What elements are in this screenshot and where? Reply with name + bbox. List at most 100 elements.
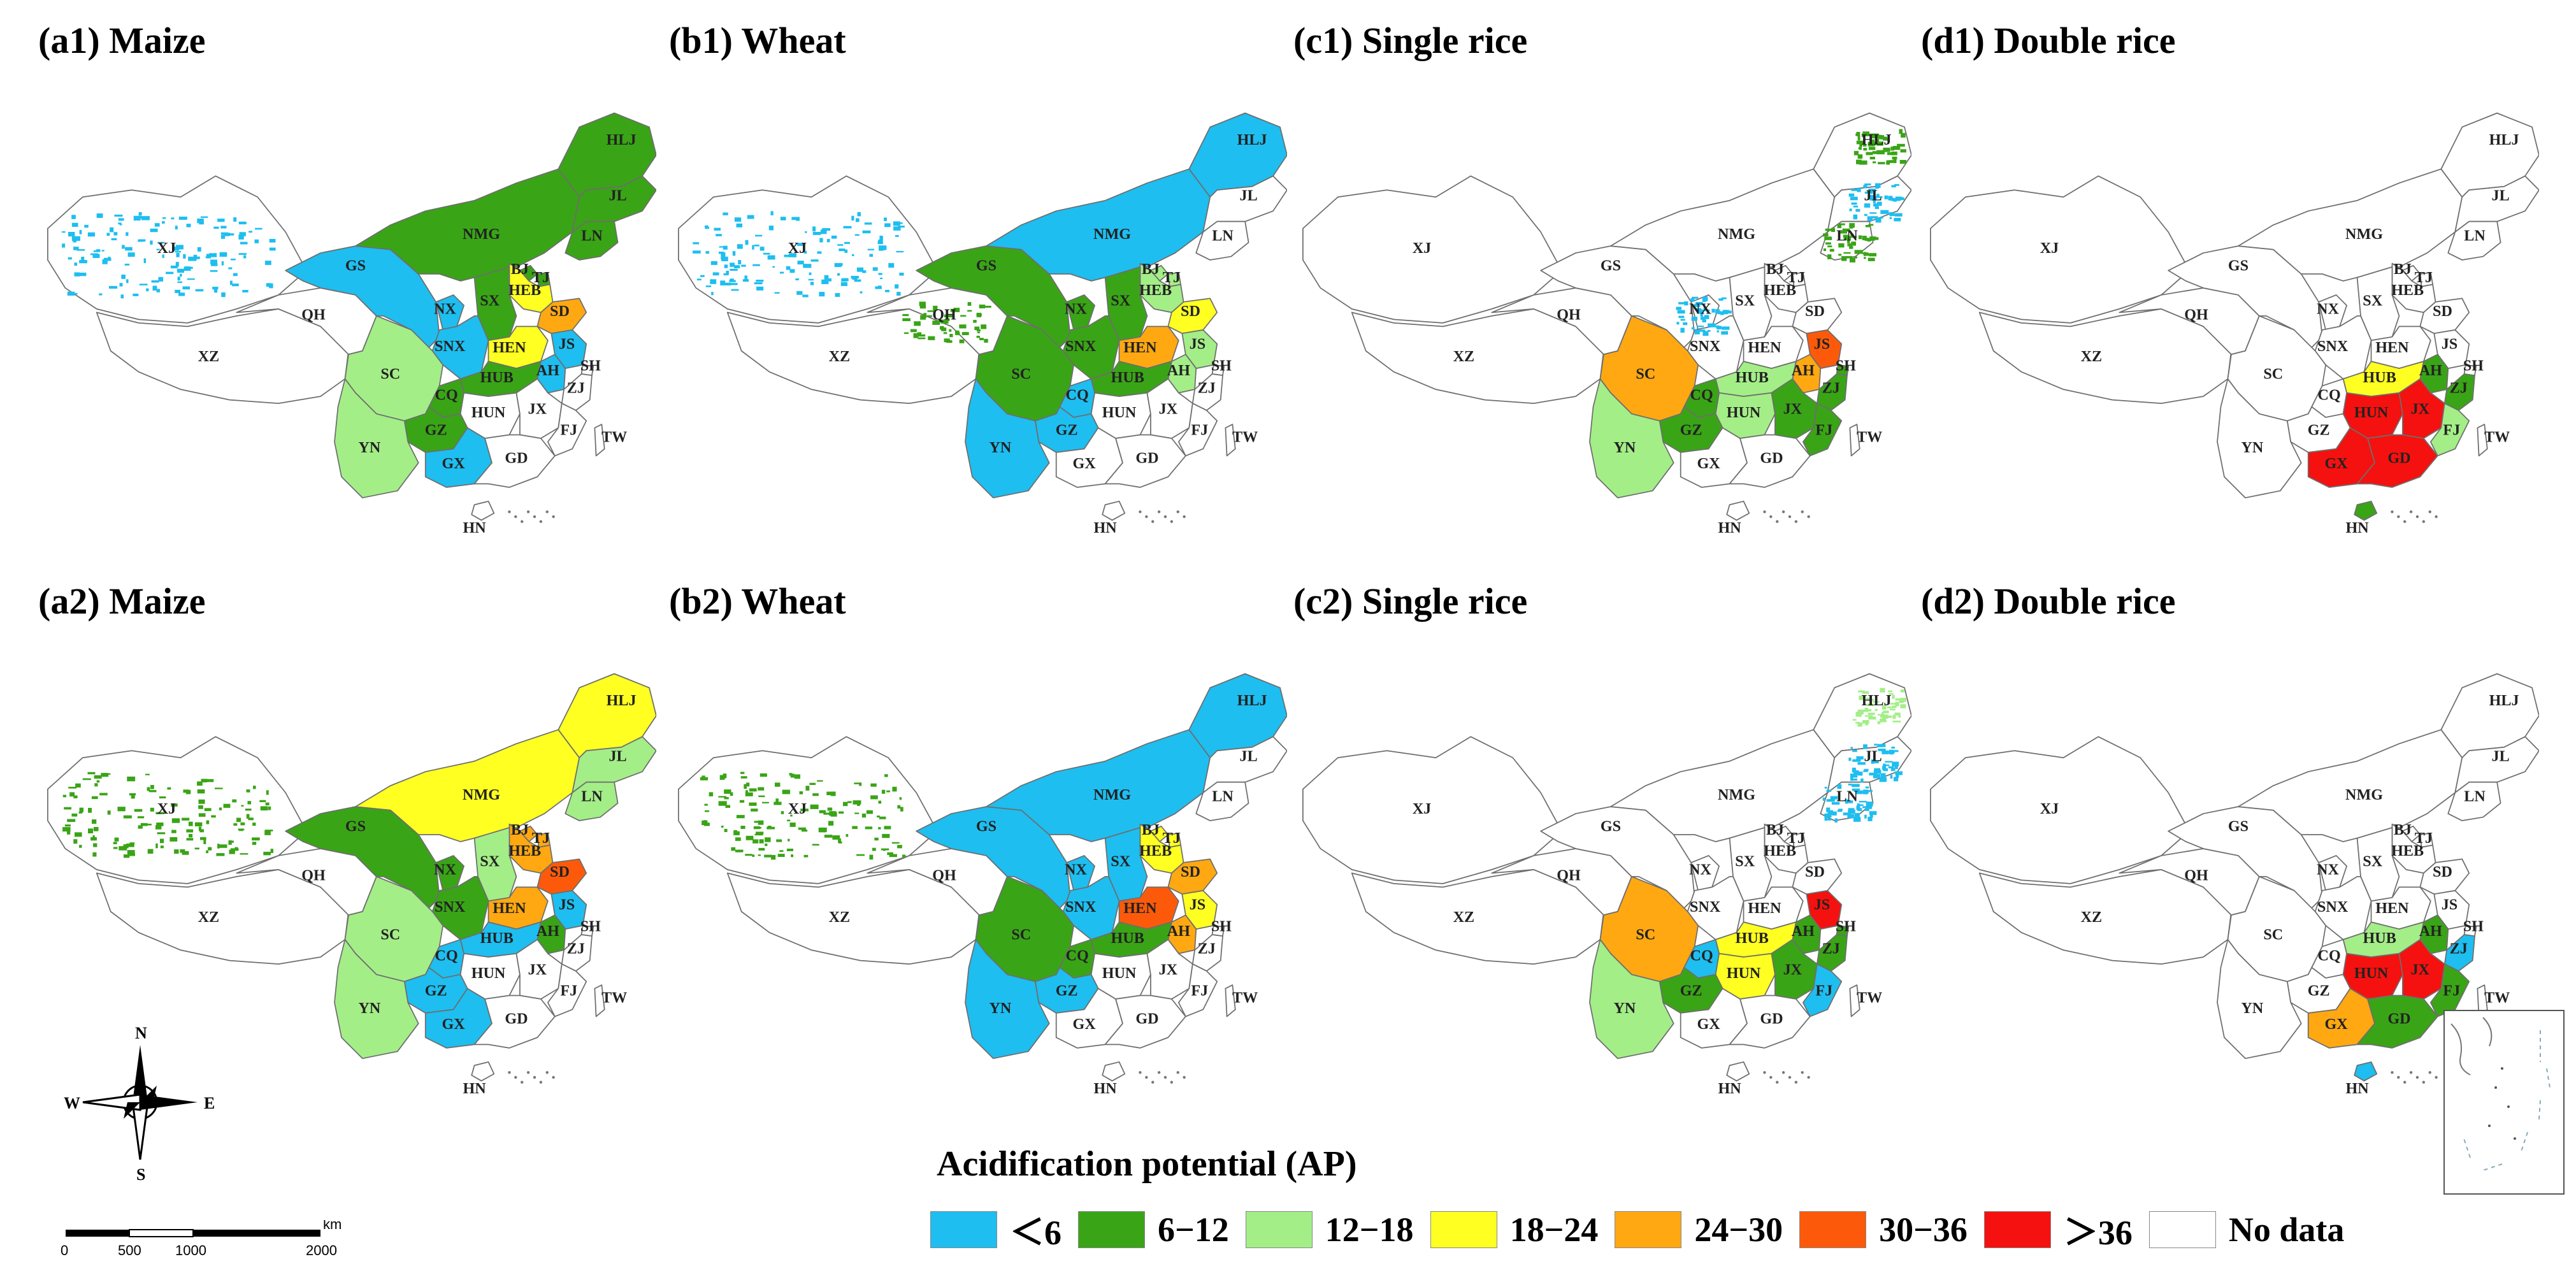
province-fj [2429, 403, 2470, 457]
province-label-sc: SC [380, 366, 400, 383]
province-label-nx: NX [434, 861, 456, 879]
province-label-hub: HUB [1111, 369, 1144, 386]
province-label-fj: FJ [560, 422, 577, 439]
province-label-hun: HUN [1727, 404, 1761, 421]
province-label-gs: GS [345, 818, 366, 835]
province-label-nx: NX [2317, 861, 2339, 879]
province-label-tj: TJ [532, 830, 550, 847]
scale-tick-2000: 2000 [306, 1242, 337, 1258]
province-nmg [355, 729, 580, 842]
province-label-sh: SH [2463, 918, 2484, 935]
province-label-xz: XZ [198, 909, 220, 926]
province-yn [2217, 938, 2302, 1060]
province-nmg [986, 168, 1211, 282]
province-label-sh: SH [2463, 357, 2484, 375]
province-label-tj: TJ [1787, 830, 1805, 847]
province-nmg [2238, 729, 2463, 842]
province-fj [547, 403, 587, 457]
province-label-jl: JL [1864, 187, 1882, 205]
province-label-cq: CQ [1066, 947, 1089, 965]
province-label-xz: XZ [1453, 348, 1475, 365]
province-label-hlj: HLJ [607, 131, 637, 148]
province-label-tj: TJ [1163, 830, 1181, 847]
province-label-ah: AH [1792, 362, 1815, 379]
province-label-sh: SH [580, 357, 601, 375]
legend-item: 18−24 [1430, 1210, 1598, 1249]
province-label-bj: BJ [2394, 821, 2412, 838]
province-label-zj: ZJ [2450, 380, 2468, 397]
province-label-nmg: NMG [1093, 226, 1131, 243]
province-label-fj: FJ [1191, 422, 1208, 439]
province-heb [508, 262, 554, 313]
province-hn [471, 1061, 495, 1082]
province-label-qh: QH [301, 866, 326, 884]
province-label-sx: SX [1111, 292, 1130, 309]
legend-label: ＜6 [1010, 1214, 1061, 1252]
province-label-jx: JX [1783, 401, 1802, 418]
province-label-gs: GS [1601, 818, 1621, 835]
province-sd [1792, 858, 1843, 895]
province-label-hen: HEN [493, 339, 526, 356]
province-label-tj: TJ [2415, 269, 2433, 286]
province-label-hlj: HLJ [1237, 131, 1267, 148]
province-label-xz: XZ [1453, 909, 1475, 926]
province-xj [1302, 736, 1562, 884]
province-label-gs: GS [976, 818, 997, 835]
province-label-qh: QH [1557, 866, 1581, 884]
province-label-tj: TJ [532, 269, 550, 286]
province-nx [1066, 855, 1095, 891]
province-label-gz: GZ [1680, 422, 1702, 439]
province-label-hen: HEN [1748, 339, 1781, 356]
province-label-js: JS [1190, 335, 1206, 352]
province-label-hub: HUB [2363, 930, 2396, 947]
province-fj [1177, 403, 1218, 457]
province-label-xz: XZ [829, 909, 851, 926]
province-ln [2447, 220, 2501, 261]
province-heb [1139, 262, 1184, 313]
province-nx [435, 294, 464, 331]
province-label-gd: GD [2387, 1010, 2410, 1027]
province-ln [2447, 781, 2501, 821]
province-label-gx: GX [2325, 1016, 2349, 1033]
province-label-hn: HN [463, 519, 486, 536]
province-hn [1726, 1061, 1750, 1082]
province-fj [547, 963, 587, 1017]
province-label-sd: SD [1805, 863, 1825, 881]
legend-item: 12−18 [1245, 1210, 1414, 1249]
legend-swatch [1615, 1211, 1682, 1248]
province-label-tw: TW [601, 989, 627, 1006]
panel-title-a2: (a2) Maize [38, 580, 206, 622]
province-sd [2419, 298, 2470, 334]
province-label-hn: HN [1718, 519, 1741, 536]
province-label-hub: HUB [1111, 930, 1144, 947]
panel-title-b2: (b2) Wheat [669, 580, 846, 622]
legend-swatch [1245, 1211, 1313, 1248]
province-label-sc: SC [2263, 926, 2283, 944]
legend-title: Acidification potential (AP) [937, 1144, 1357, 1184]
province-label-xj: XJ [788, 800, 807, 817]
province-label-ah: AH [1167, 923, 1190, 940]
province-label-heb: HEB [1764, 842, 1796, 859]
province-gz [1034, 967, 1099, 1014]
province-label-ln: LN [1836, 787, 1858, 805]
province-label-xj: XJ [788, 240, 807, 257]
province-nx [435, 855, 464, 891]
province-label-tj: TJ [2415, 830, 2433, 847]
province-label-hlj: HLJ [1237, 692, 1267, 709]
province-yn [1589, 938, 1674, 1060]
province-gd [1729, 995, 1811, 1049]
province-label-ah: AH [1167, 362, 1190, 379]
province-label-bj: BJ [2394, 261, 2412, 278]
province-ln [565, 220, 619, 261]
province-label-sc: SC [1011, 366, 1031, 383]
province-label-cq: CQ [2318, 387, 2341, 404]
province-fj [2429, 963, 2470, 1017]
province-label-ah: AH [2419, 923, 2442, 940]
province-hn [1102, 1061, 1126, 1082]
province-label-hun: HUN [471, 404, 506, 421]
province-label-hun: HUN [2354, 965, 2389, 982]
scale-unit: km [323, 1220, 342, 1232]
province-label-tw: TW [1232, 989, 1258, 1006]
